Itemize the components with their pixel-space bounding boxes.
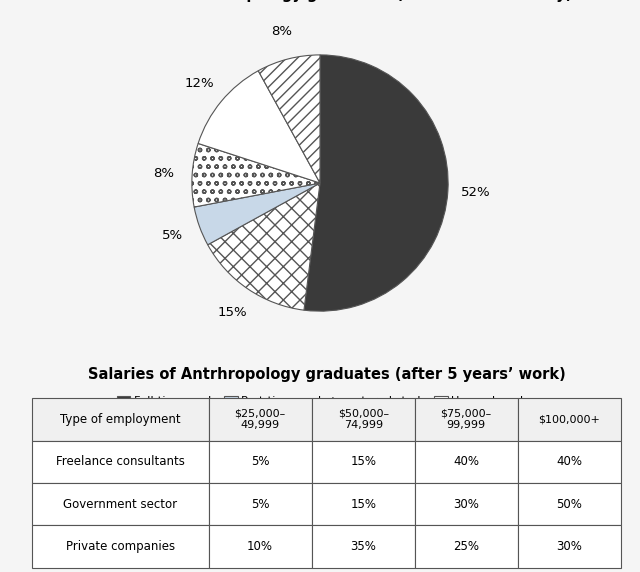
- Bar: [312, 483, 415, 526]
- Bar: [209, 441, 312, 483]
- Text: 30%: 30%: [453, 498, 479, 511]
- Bar: [32, 441, 209, 483]
- Text: Type of employment: Type of employment: [60, 413, 180, 426]
- Bar: [209, 399, 312, 441]
- Bar: [32, 526, 209, 568]
- Wedge shape: [194, 183, 320, 245]
- Bar: [209, 483, 312, 526]
- Text: 12%: 12%: [185, 77, 214, 90]
- Text: 15%: 15%: [350, 498, 376, 511]
- Wedge shape: [208, 183, 320, 310]
- Text: 30%: 30%: [556, 540, 582, 553]
- Text: 5%: 5%: [251, 455, 269, 468]
- Bar: [32, 399, 209, 441]
- Bar: [312, 441, 415, 483]
- Text: $75,000–
99,999: $75,000– 99,999: [440, 409, 492, 430]
- Text: $25,000–
49,999: $25,000– 49,999: [234, 409, 286, 430]
- Text: 8%: 8%: [154, 166, 175, 180]
- Text: 5%: 5%: [163, 229, 184, 243]
- Title: Destination of Anthropology graduates (from one university): Destination of Anthropology graduates (f…: [67, 0, 573, 2]
- Text: 52%: 52%: [461, 186, 491, 200]
- Text: Government sector: Government sector: [63, 498, 177, 511]
- Text: 35%: 35%: [350, 540, 376, 553]
- Text: 40%: 40%: [453, 455, 479, 468]
- Text: 5%: 5%: [251, 498, 269, 511]
- Text: Private companies: Private companies: [66, 540, 175, 553]
- Bar: [415, 526, 518, 568]
- Wedge shape: [192, 144, 320, 207]
- Bar: [518, 526, 621, 568]
- Text: 8%: 8%: [271, 25, 292, 38]
- Bar: [518, 399, 621, 441]
- Text: 40%: 40%: [556, 455, 582, 468]
- Bar: [518, 441, 621, 483]
- Text: Salaries of Antrhropology graduates (after 5 years’ work): Salaries of Antrhropology graduates (aft…: [88, 367, 565, 382]
- Bar: [209, 526, 312, 568]
- Bar: [312, 526, 415, 568]
- Text: 15%: 15%: [218, 306, 247, 319]
- Bar: [312, 399, 415, 441]
- Bar: [415, 399, 518, 441]
- Legend: Full-time work, Part-time work, Part-time work + postgrad study, Full-time postg: Full-time work, Part-time work, Part-tim…: [112, 391, 528, 427]
- Wedge shape: [304, 55, 448, 311]
- Bar: [32, 483, 209, 526]
- Text: 25%: 25%: [453, 540, 479, 553]
- Text: 10%: 10%: [247, 540, 273, 553]
- Wedge shape: [198, 71, 320, 183]
- Text: Freelance consultants: Freelance consultants: [56, 455, 185, 468]
- Text: 50%: 50%: [556, 498, 582, 511]
- Text: 15%: 15%: [350, 455, 376, 468]
- Text: $100,000+: $100,000+: [538, 415, 600, 424]
- Wedge shape: [259, 55, 320, 183]
- Bar: [518, 483, 621, 526]
- Bar: [415, 483, 518, 526]
- Text: $50,000–
74,999: $50,000– 74,999: [338, 409, 388, 430]
- Bar: [415, 441, 518, 483]
